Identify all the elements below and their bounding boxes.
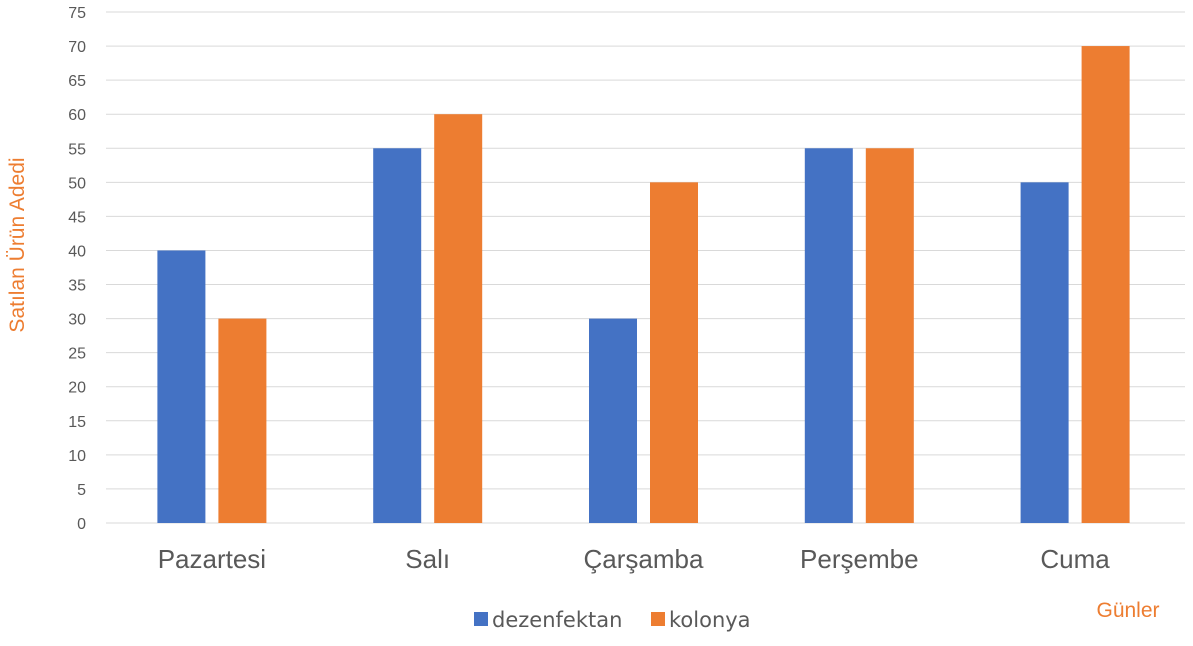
bar-dezenfektan-1 <box>373 148 422 523</box>
x-tick-label: Çarşamba <box>584 544 704 574</box>
y-axis-title: Satılan Ürün Adedi <box>6 157 29 332</box>
bar-kolonya-0 <box>218 318 267 523</box>
bar-kolonya-2 <box>650 182 698 524</box>
bar-dezenfektan-0 <box>157 250 206 523</box>
bar-kolonya-3 <box>865 148 914 523</box>
bar-kolonya-1 <box>434 114 483 523</box>
y-tick-label: 0 <box>77 516 86 533</box>
legend: dezenfektan kolonya <box>474 608 751 632</box>
bars <box>157 46 1130 524</box>
y-tick-label: 55 <box>68 141 86 158</box>
bar-dezenfektan-3 <box>804 148 853 523</box>
x-tick-label: Perşembe <box>800 544 919 574</box>
y-tick-label: 15 <box>68 414 86 431</box>
y-tick-label: 30 <box>68 312 86 329</box>
y-tick-label: 5 <box>77 482 86 499</box>
y-tick-label: 25 <box>68 346 86 363</box>
y-tick-label: 20 <box>68 380 86 397</box>
x-axis-title: Günler <box>1096 599 1159 622</box>
legend-label-kolonya: kolonya <box>669 608 751 632</box>
y-tick-label: 75 <box>68 5 86 22</box>
y-tick-label: 35 <box>68 278 86 295</box>
y-axis-ticks: 0 5 10 15 20 25 30 35 40 45 50 55 60 65 70 75 <box>68 5 86 533</box>
bar-kolonya-4 <box>1081 46 1130 524</box>
x-axis-ticks: Pazartesi Salı Çarşamba Perşembe Cuma <box>158 544 1111 574</box>
y-tick-label: 60 <box>68 107 86 124</box>
y-tick-label: 10 <box>68 448 86 465</box>
y-tick-label: 65 <box>68 73 86 90</box>
bar-dezenfektan-2 <box>589 318 637 523</box>
legend-swatch-kolonya <box>651 612 665 626</box>
legend-swatch-dezenfektan <box>474 612 488 626</box>
x-tick-label: Cuma <box>1040 544 1110 574</box>
y-tick-label: 70 <box>68 39 86 56</box>
y-tick-label: 45 <box>68 209 86 226</box>
y-tick-label: 40 <box>68 243 86 260</box>
legend-label-dezenfektan: dezenfektan <box>492 608 622 632</box>
x-tick-label: Pazartesi <box>158 544 266 574</box>
bar-dezenfektan-4 <box>1020 182 1069 524</box>
x-tick-label: Salı <box>405 544 450 574</box>
gridlines <box>106 11 1185 524</box>
y-tick-label: 50 <box>68 175 86 192</box>
